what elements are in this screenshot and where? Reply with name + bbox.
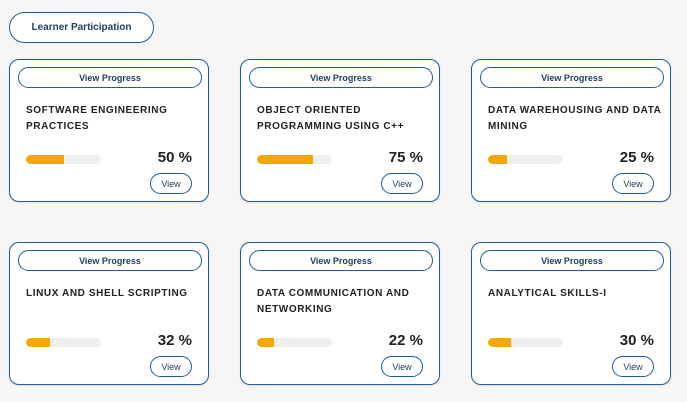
progress-bar-fill bbox=[257, 155, 314, 164]
course-title: DATA WAREHOUSING AND DATA MINING bbox=[488, 105, 662, 132]
progress-percent: 22 % bbox=[388, 332, 423, 349]
progress-bar bbox=[26, 338, 101, 347]
course-card: View Progress LINUX AND SHELL SCRIPTING … bbox=[9, 242, 209, 385]
course-card: View Progress SOFTWARE ENGINEERING PRACT… bbox=[9, 59, 209, 202]
progress-percent: 25 % bbox=[619, 149, 654, 166]
progress-percent: 30 % bbox=[619, 332, 654, 349]
view-progress-button[interactable]: View Progress bbox=[480, 67, 664, 88]
course-title: OBJECT ORIENTED PROGRAMMING USING C++ bbox=[257, 105, 405, 132]
progress-bar bbox=[26, 155, 101, 164]
progress-percent: 32 % bbox=[157, 332, 192, 349]
progress-percent: 75 % bbox=[388, 149, 423, 166]
view-button[interactable]: View bbox=[612, 173, 654, 194]
view-progress-button[interactable]: View Progress bbox=[249, 67, 433, 88]
course-title: ANALYTICAL SKILLS-I bbox=[488, 288, 607, 299]
course-title: SOFTWARE ENGINEERING PRACTICES bbox=[26, 105, 168, 132]
view-progress-button[interactable]: View Progress bbox=[249, 250, 433, 271]
view-button[interactable]: View bbox=[150, 173, 192, 194]
course-card: View Progress DATA WAREHOUSING AND DATA … bbox=[471, 59, 671, 202]
progress-bar-fill bbox=[488, 338, 511, 347]
progress-bar-fill bbox=[26, 338, 50, 347]
course-card: View Progress OBJECT ORIENTED PROGRAMMIN… bbox=[240, 59, 440, 202]
course-card: View Progress ANALYTICAL SKILLS-I 30 % V… bbox=[471, 242, 671, 385]
progress-bar bbox=[257, 338, 332, 347]
view-progress-button[interactable]: View Progress bbox=[18, 250, 202, 271]
course-title: LINUX AND SHELL SCRIPTING bbox=[26, 288, 188, 299]
progress-bar-fill bbox=[26, 155, 64, 164]
view-progress-button[interactable]: View Progress bbox=[480, 250, 664, 271]
view-button[interactable]: View bbox=[150, 356, 192, 377]
view-button[interactable]: View bbox=[381, 173, 423, 194]
progress-bar bbox=[257, 155, 332, 164]
progress-bar bbox=[488, 338, 563, 347]
view-button[interactable]: View bbox=[381, 356, 423, 377]
course-card: View Progress DATA COMMUNICATION AND NET… bbox=[240, 242, 440, 385]
view-progress-button[interactable]: View Progress bbox=[18, 67, 202, 88]
progress-bar-fill bbox=[257, 338, 274, 347]
learner-participation-button[interactable]: Learner Participation bbox=[9, 12, 154, 43]
progress-bar bbox=[488, 155, 563, 164]
progress-bar-fill bbox=[488, 155, 507, 164]
progress-percent: 50 % bbox=[157, 149, 192, 166]
view-button[interactable]: View bbox=[612, 356, 654, 377]
course-title: DATA COMMUNICATION AND NETWORKING bbox=[257, 288, 410, 315]
